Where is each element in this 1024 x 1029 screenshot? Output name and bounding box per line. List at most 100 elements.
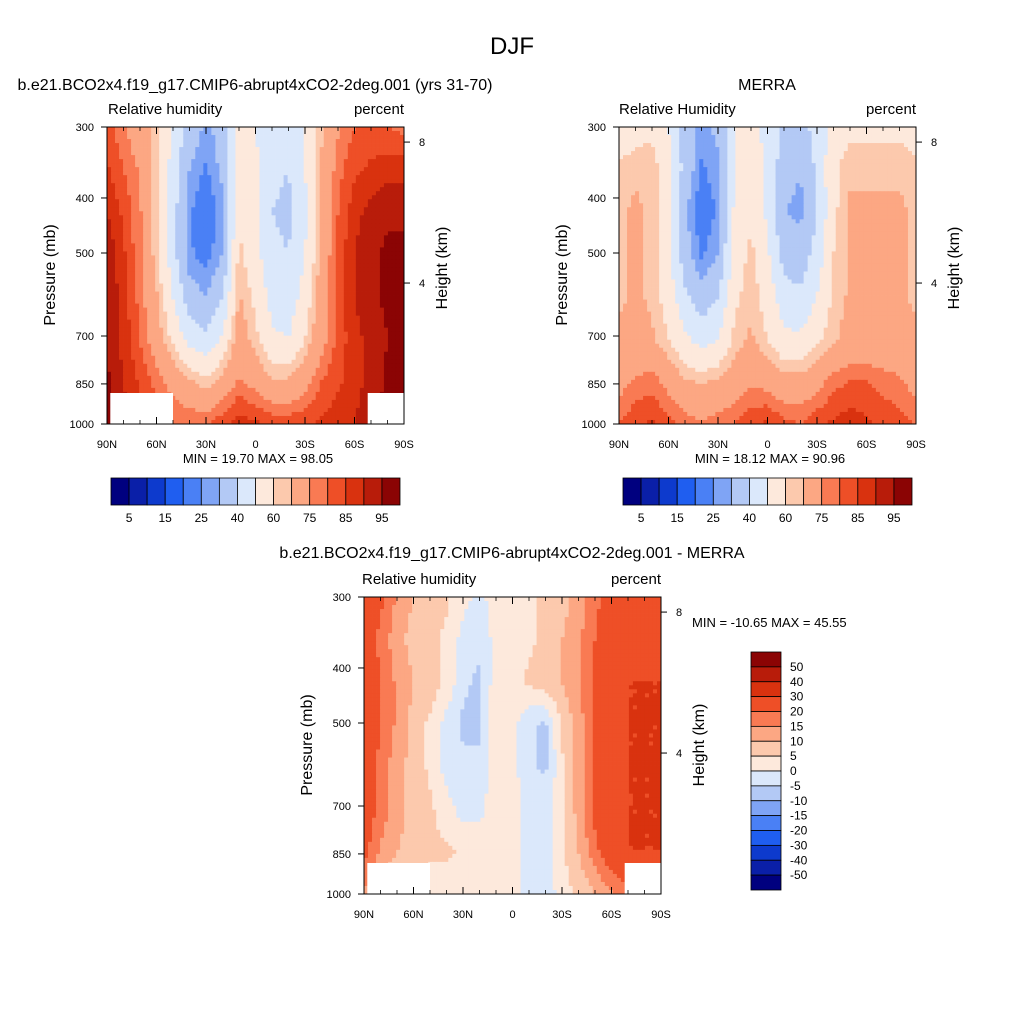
model-field-cell	[359, 135, 365, 140]
model-field-cell	[399, 351, 405, 357]
model-field-cell	[351, 231, 357, 236]
model-field-cell	[131, 251, 136, 256]
model-field-cell	[107, 295, 112, 300]
model-field-cell	[379, 287, 385, 292]
model-field-cell	[167, 251, 172, 256]
model-field-cell	[139, 127, 144, 132]
model-field-cell	[195, 167, 200, 172]
model-field-cell	[183, 235, 188, 240]
model-field-cell	[319, 279, 325, 284]
model-field-cell	[363, 147, 369, 152]
model-field-cell	[271, 279, 276, 284]
model-field-cell	[351, 179, 357, 184]
model-field-cell	[275, 351, 280, 357]
model-field-cell	[347, 315, 353, 321]
model-field-cell	[219, 327, 224, 333]
model-field-cell	[379, 167, 385, 172]
model-field-cell	[171, 219, 176, 224]
model-field-cell	[379, 267, 385, 272]
model-field-cell	[255, 363, 260, 369]
model-field-cell	[107, 263, 112, 268]
model-field-cell	[287, 391, 293, 397]
model-field-cell	[391, 363, 397, 369]
model-field-cell	[327, 151, 333, 156]
model-field-cell	[387, 275, 393, 280]
model-field-cell	[191, 355, 196, 361]
model-field-cell	[231, 211, 236, 216]
model-field-cell	[187, 379, 192, 385]
model-field-cell	[187, 175, 192, 180]
model-field-cell	[255, 283, 260, 288]
model-field-cell	[139, 255, 144, 260]
model-field-cell	[375, 371, 381, 377]
model-field-cell	[355, 131, 361, 136]
model-field-cell	[331, 391, 337, 397]
model-field-cell	[107, 235, 112, 240]
model-field-cell	[315, 387, 321, 393]
model-field-cell	[359, 271, 365, 276]
model-field-cell	[343, 343, 349, 349]
model-field-cell	[391, 135, 397, 140]
model-field-cell	[127, 131, 132, 136]
model-field-cell	[219, 347, 224, 353]
model-field-cell	[187, 307, 192, 313]
model-field-cell	[387, 191, 393, 196]
model-field-cell	[123, 159, 128, 164]
model-field-cell	[239, 151, 244, 156]
model-field-cell	[303, 159, 309, 164]
model-field-cell	[115, 363, 120, 369]
model-field-cell	[151, 343, 156, 349]
model-field-cell	[111, 163, 116, 168]
model-field-cell	[155, 331, 160, 337]
model-field-cell	[251, 339, 256, 345]
model-field-cell	[355, 327, 361, 333]
model-field-cell	[383, 231, 389, 236]
model-field-cell	[163, 355, 168, 361]
model-field-cell	[375, 183, 381, 188]
model-field-cell	[183, 223, 188, 228]
model-field-cell	[187, 191, 192, 196]
model-field-cell	[371, 207, 377, 212]
model-field-cell	[371, 287, 377, 292]
model-field-cell	[315, 299, 321, 304]
model-field-cell	[395, 307, 401, 313]
model-field-cell	[203, 147, 208, 152]
model-field-cell	[311, 171, 317, 176]
model-field-cell	[323, 371, 329, 377]
model-field-cell	[355, 335, 361, 341]
model-field-cell	[319, 227, 325, 232]
model-field-cell	[183, 323, 188, 329]
model-field-cell	[143, 179, 148, 184]
model-field-cell	[379, 203, 385, 208]
model-field-cell	[335, 203, 341, 208]
model-field-cell	[323, 219, 329, 224]
model-field-cell	[395, 159, 401, 164]
model-field-cell	[255, 291, 260, 296]
model-field-cell	[211, 319, 216, 325]
model-field-cell	[307, 291, 313, 296]
model-field-cell	[211, 371, 216, 377]
model-field-cell	[335, 131, 341, 136]
model-field-cell	[351, 279, 357, 284]
model-field-cell	[127, 375, 132, 381]
model-field-cell	[307, 259, 313, 264]
model-field-cell	[399, 279, 405, 284]
model-field-cell	[279, 327, 284, 333]
model-field-cell	[343, 391, 349, 397]
model-field-cell	[311, 379, 317, 385]
model-field-cell	[199, 195, 204, 200]
model-field-cell	[175, 211, 180, 216]
model-field-cell	[195, 279, 200, 284]
model-field-cell	[203, 195, 208, 200]
model-field-cell	[347, 323, 353, 329]
model-field-cell	[139, 355, 144, 361]
model-field-cell	[187, 363, 192, 369]
model-field-cell	[255, 295, 260, 300]
model-field-cell	[211, 291, 216, 296]
model-field-cell	[311, 391, 317, 397]
model-field-cell	[275, 231, 280, 236]
model-field-cell	[283, 179, 288, 184]
model-field-cell	[263, 223, 268, 228]
model-field-cell	[131, 287, 136, 292]
model-field-cell	[371, 143, 377, 148]
